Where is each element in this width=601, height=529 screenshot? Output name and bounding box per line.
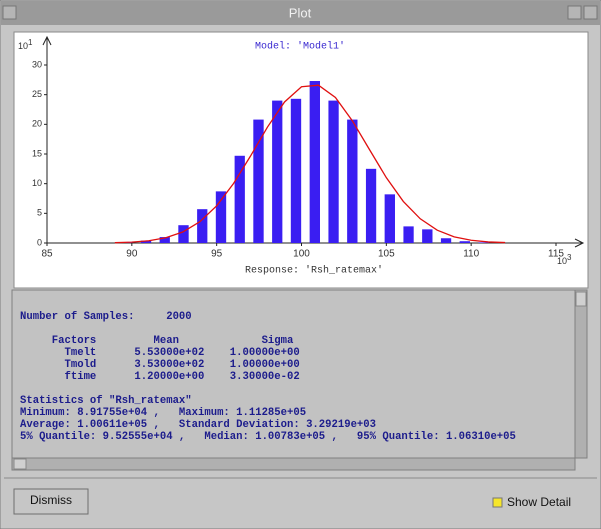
histogram-bar: [140, 240, 152, 243]
x-scale-label-exponent: 3: [567, 253, 572, 262]
x-tick-label: 115: [548, 249, 564, 260]
fit-curve: [114, 84, 506, 244]
output-line: 5% Quantile: 9.52555e+04 , Median: 1.007…: [20, 431, 516, 443]
title-bar: [1, 1, 600, 25]
histogram-bar: [459, 241, 470, 243]
histogram-bar: [290, 98, 302, 243]
y-axis-arrow: [42, 35, 52, 46]
output-line: Minimum: 8.91755e+04 , Maximum: 1.11285e…: [20, 407, 306, 419]
y-scale-label: 101: [18, 38, 33, 51]
histogram-bar: [347, 119, 358, 243]
histogram-bar: [234, 155, 245, 243]
horizontal-scrollbar[interactable]: [11, 457, 576, 471]
x-scale-label: 103: [557, 253, 572, 266]
histogram-bar: [309, 81, 320, 244]
histogram-bar: [440, 238, 452, 243]
output-line: ftime 1.20000e+00 3.30000e-02: [20, 371, 300, 383]
output-line: Statistics of "Rsh_ratemax": [20, 395, 192, 407]
vertical-scroll-thumb[interactable]: [575, 291, 587, 307]
histogram-bar: [272, 100, 283, 243]
histogram-bar: [403, 226, 414, 243]
output-line: Number of Samples: 2000: [20, 311, 192, 323]
x-tick-label: 85: [41, 249, 53, 260]
dismiss-button[interactable]: [13, 488, 89, 515]
x-axis-arrow: [574, 238, 585, 248]
window-menu-button[interactable]: [2, 5, 17, 20]
y-scale-label-base: 10: [18, 41, 28, 51]
x-tick-label: 105: [378, 249, 395, 260]
y-tick-label: 15: [32, 148, 42, 158]
dismiss-label[interactable]: Dismiss: [30, 493, 72, 507]
output-line: Tmold 3.53000e+02 1.00000e+00: [20, 359, 300, 371]
histogram-bar: [215, 191, 227, 243]
y-tick-label: 30: [32, 59, 42, 69]
output-line: Tmelt 5.53000e+02 1.00000e+00: [20, 347, 300, 359]
x-tick-label: 110: [463, 249, 479, 260]
histogram-bar: [365, 168, 377, 243]
y-tick-label: 0: [37, 237, 42, 247]
show-detail-checkbox[interactable]: [492, 497, 503, 508]
y-tick-label: 5: [37, 208, 42, 218]
x-tick-label: 100: [293, 249, 310, 260]
x-tick-label: 95: [211, 249, 223, 260]
output-line: Factors Mean Sigma: [20, 335, 294, 347]
window-title: Plot: [289, 5, 312, 20]
chart-title: Model: 'Model1': [255, 41, 345, 53]
y-tick-label: 25: [32, 89, 42, 99]
vertical-scrollbar[interactable]: [574, 289, 588, 459]
y-tick-label: 20: [32, 119, 42, 129]
histogram-bar: [328, 100, 339, 243]
x-axis-title: Response: 'Rsh_ratemax': [245, 265, 383, 277]
histogram-bar: [253, 119, 264, 243]
histogram-bar: [478, 242, 489, 243]
y-scale-label-exponent: 1: [28, 38, 33, 47]
histogram-bar: [197, 209, 208, 243]
show-detail-label[interactable]: Show Detail: [507, 495, 571, 509]
histogram-bar: [384, 194, 395, 243]
x-scale-label-base: 10: [557, 256, 567, 266]
maximize-button[interactable]: [583, 5, 598, 20]
minimize-button[interactable]: [567, 5, 582, 20]
histogram-bar: [159, 237, 170, 243]
histogram-bar: [422, 229, 433, 243]
horizontal-scroll-thumb[interactable]: [13, 458, 27, 470]
histogram-bar: [178, 225, 189, 243]
x-tick-label: 90: [126, 249, 138, 260]
y-tick-label: 10: [32, 178, 42, 188]
output-line: Average: 1.00611e+05 , Standard Deviatio…: [20, 419, 376, 431]
